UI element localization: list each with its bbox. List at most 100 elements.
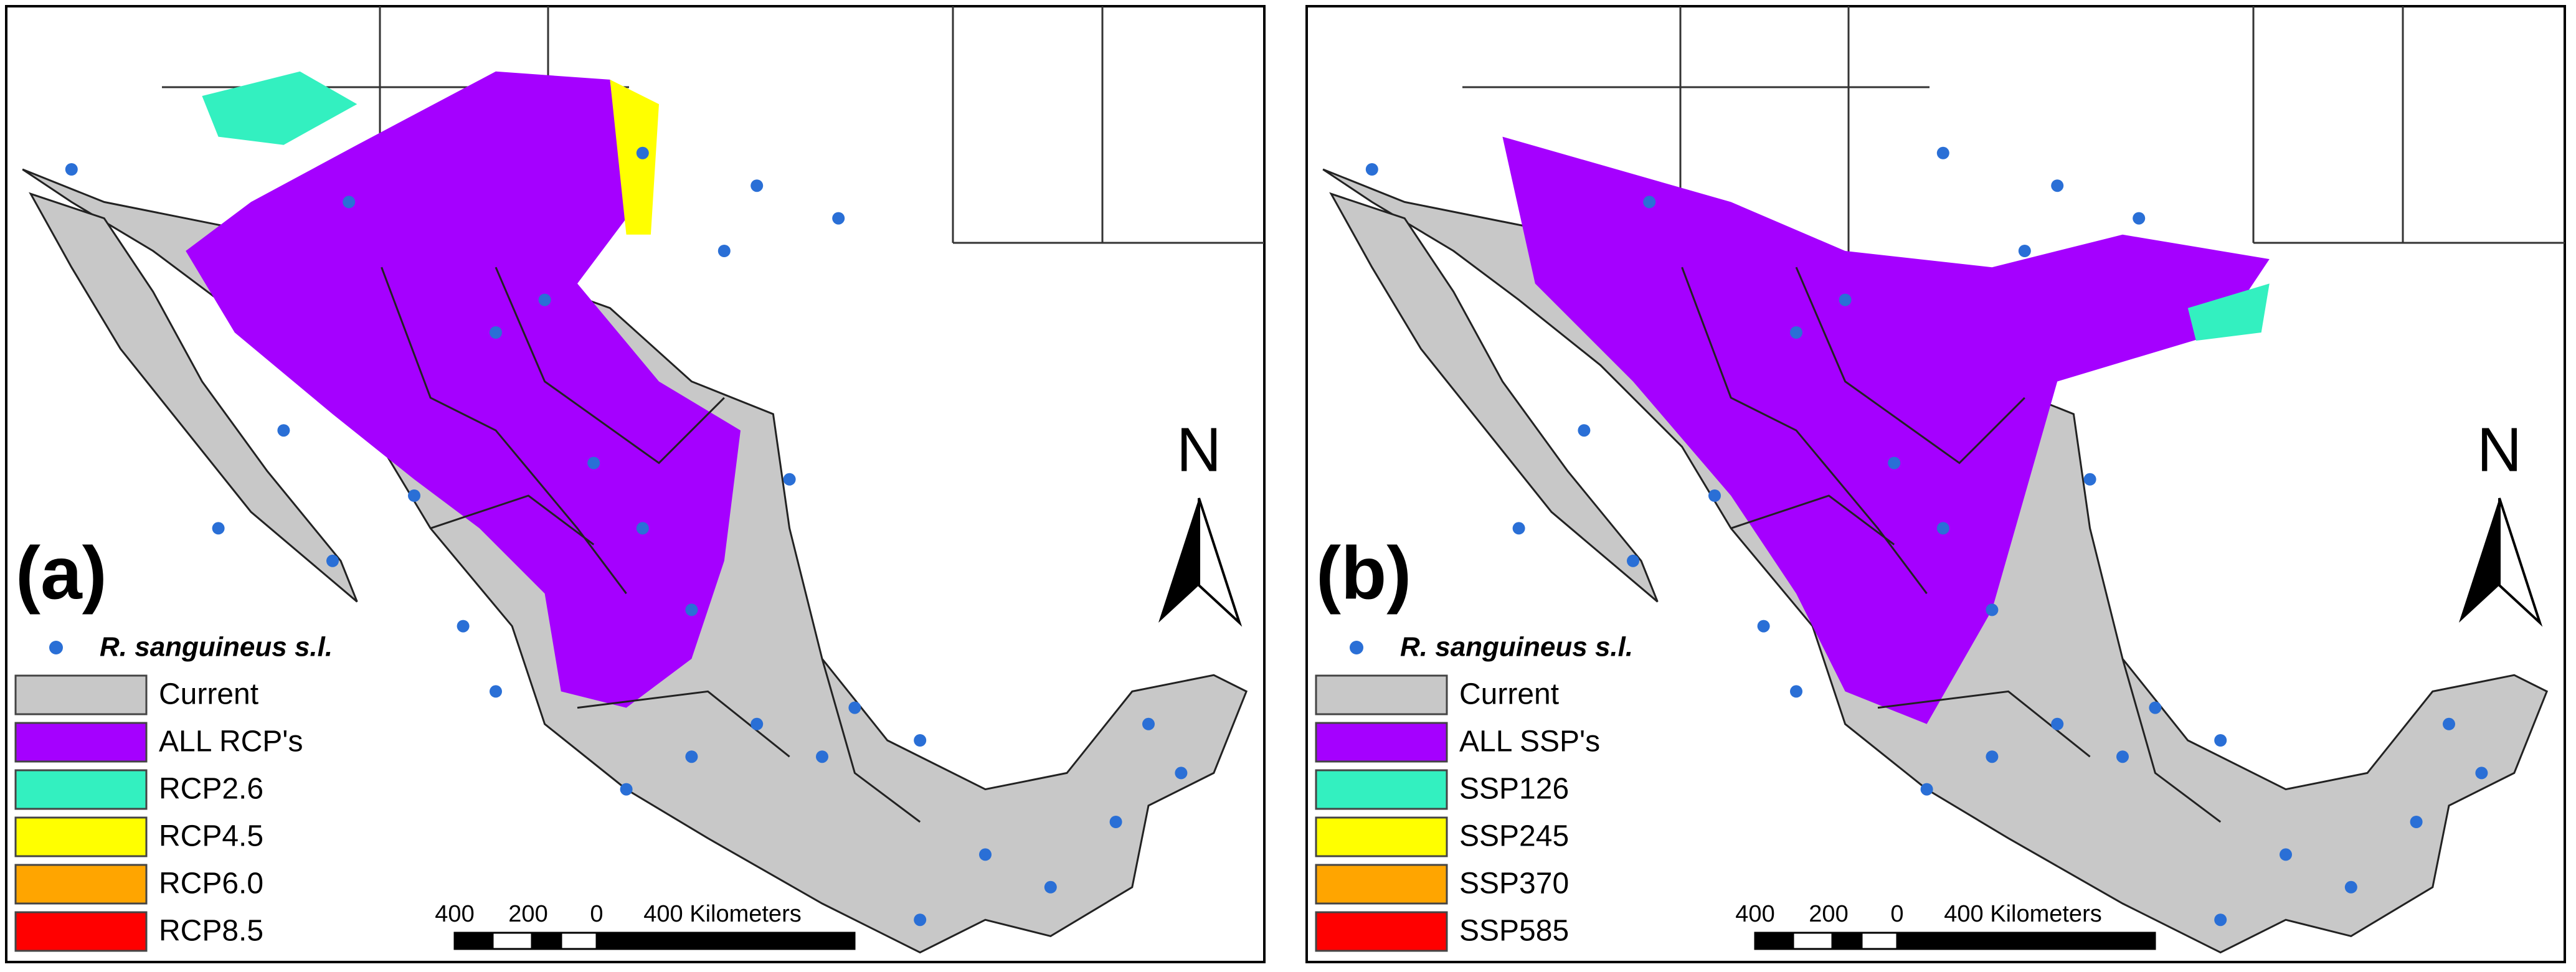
future-range (2187, 283, 2270, 341)
legend-species: R. sanguineus s.l. (1400, 632, 1633, 663)
legend-swatch (14, 816, 148, 857)
occurrence-point (1790, 685, 1802, 698)
map-panel: (a) R. sanguineus s.l. Current ALL RCP's RCP… (5, 5, 1266, 963)
occurrence-point (685, 750, 698, 763)
occurrence-point (2410, 816, 2423, 828)
panel-label: (a) (16, 532, 107, 615)
occurrence-point (65, 163, 78, 176)
legend-swatch (1315, 911, 1448, 952)
state-line (1795, 267, 2025, 465)
occurrence-point (2214, 734, 2227, 747)
legend-label: RCP6.0 (159, 867, 263, 900)
map-panel: (b) R. sanguineus s.l. Current ALL SSP's SSP… (1305, 5, 2566, 963)
occurrence-point (1920, 783, 1933, 796)
legend-swatch (1315, 864, 1448, 905)
north-label: N (1177, 415, 1221, 484)
state-line (577, 690, 790, 758)
occurrence-point (326, 554, 339, 567)
occurrence-point (2051, 717, 2064, 730)
occurrence-point (2214, 913, 2227, 927)
state-line (430, 494, 595, 545)
occurrence-point (2280, 848, 2292, 861)
occurrence-point (2475, 767, 2488, 780)
scale-segment (453, 932, 494, 950)
legend-swatch (14, 911, 148, 952)
scale-label: 400 Kilometers (643, 901, 801, 927)
state-line (1730, 494, 1895, 545)
panel-label: (b) (1316, 532, 1411, 615)
scale-segment (1754, 932, 1794, 950)
scale-segment (531, 932, 562, 950)
legend-label: RCP4.5 (159, 820, 263, 853)
occurrence-point (685, 603, 698, 616)
occurrence-point (1109, 816, 1122, 828)
legend-swatch (14, 864, 148, 905)
occurrence-point (1365, 163, 1378, 176)
occurrence-point (1757, 620, 1770, 633)
occurrence-point (277, 424, 290, 437)
occurrence-point (1936, 146, 1949, 159)
occurrence-point (751, 179, 764, 192)
current-range (1329, 192, 1659, 603)
legend-swatch (1315, 769, 1448, 810)
occurrence-point (1044, 880, 1057, 894)
occurrence-point (717, 245, 731, 257)
legend-swatch (14, 722, 148, 763)
north-arrow (2459, 498, 2499, 623)
north-label: N (2477, 415, 2522, 484)
legend-swatch (1315, 722, 1448, 763)
occurrence-point (343, 196, 356, 209)
occurrence-point (2344, 880, 2357, 894)
state-line (1877, 690, 2091, 758)
legend-label: ALL RCP's (159, 725, 303, 758)
current-range (29, 192, 358, 603)
occurrence-point (1627, 554, 1639, 567)
occurrence-point (2018, 245, 2031, 257)
state-line (821, 658, 921, 823)
scale-label: 200 (508, 901, 547, 927)
occurrence-point (816, 750, 828, 763)
occurrence-point (636, 522, 649, 535)
scale-segment (595, 932, 856, 950)
occurrence-point (751, 717, 764, 730)
scale-segment (1860, 932, 1898, 950)
legend-swatch (14, 674, 148, 715)
occurrence-point (457, 620, 470, 633)
scale-label: 0 (1890, 901, 1903, 927)
occurrence-point (490, 326, 502, 339)
occurrence-point (1986, 603, 1999, 616)
future-range (1502, 136, 2270, 724)
future-range (186, 71, 741, 708)
state-line (2121, 658, 2222, 823)
occurrence-point (636, 146, 649, 159)
map (22, 6, 1264, 954)
occurrence-point (1175, 767, 1188, 780)
legend-point (49, 641, 63, 654)
legend-species: R. sanguineus s.l. (100, 632, 333, 663)
scale-label: 400 (435, 901, 474, 927)
occurrence-point (408, 489, 420, 502)
scale-label: 0 (590, 901, 603, 927)
scale-segment (1792, 932, 1834, 950)
occurrence-point (2133, 212, 2146, 225)
legend-swatch (1315, 674, 1448, 715)
legend-label: Current (159, 678, 258, 711)
occurrence-point (1643, 196, 1656, 209)
legend-label: SSP245 (1459, 820, 1569, 853)
scale-label: 400 Kilometers (1944, 901, 2101, 927)
occurrence-point (620, 783, 633, 796)
future-range (202, 71, 358, 145)
occurrence-point (2051, 179, 2064, 192)
occurrence-point (212, 522, 225, 535)
occurrence-point (1512, 522, 1525, 535)
north-arrow (1198, 498, 1243, 627)
occurrence-point (783, 473, 796, 486)
scale-segment (1896, 932, 2156, 950)
occurrence-point (1839, 293, 1852, 306)
state-line (1681, 267, 1928, 595)
north-arrow (2498, 498, 2543, 627)
occurrence-point (1142, 717, 1155, 730)
occurrence-point (1986, 750, 1999, 763)
north-arrow (1158, 498, 1199, 623)
legend-label: RCP2.6 (159, 773, 263, 806)
